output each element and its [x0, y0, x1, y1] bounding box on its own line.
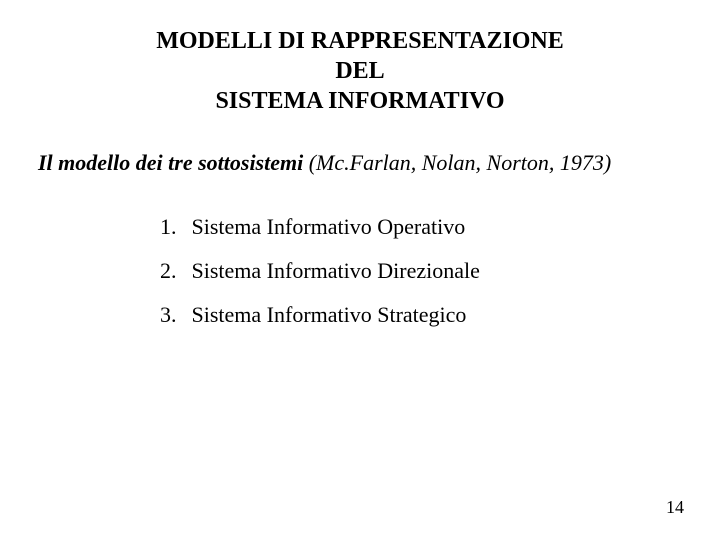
list-item-number: 3.: [160, 302, 186, 328]
title-line-1: MODELLI DI RAPPRESENTAZIONE DEL: [156, 28, 564, 84]
title-line-2: SISTEMA INFORMATIVO: [215, 88, 504, 114]
list-item-number: 1.: [160, 214, 186, 240]
slide-subtitle: Il modello dei tre sottosistemi (Mc.Farl…: [0, 150, 720, 176]
list-item: 2. Sistema Informativo Direzionale: [160, 258, 720, 284]
subtitle-bold-italic: Il modello dei tre sottosistemi: [38, 150, 303, 175]
subtitle-italic: (Mc.Farlan, Nolan, Norton, 1973): [303, 150, 611, 175]
list-item-text: Sistema Informativo Direzionale: [192, 258, 480, 283]
list-item-number: 2.: [160, 258, 186, 284]
page-number: 14: [666, 497, 684, 518]
list-item: 3. Sistema Informativo Strategico: [160, 302, 720, 328]
list-item-text: Sistema Informativo Strategico: [192, 302, 467, 327]
list-item: 1. Sistema Informativo Operativo: [160, 214, 720, 240]
ordered-list: 1. Sistema Informativo Operativo 2. Sist…: [0, 214, 720, 328]
list-item-text: Sistema Informativo Operativo: [192, 214, 466, 239]
slide-title: MODELLI DI RAPPRESENTAZIONE DEL SISTEMA …: [0, 0, 720, 116]
